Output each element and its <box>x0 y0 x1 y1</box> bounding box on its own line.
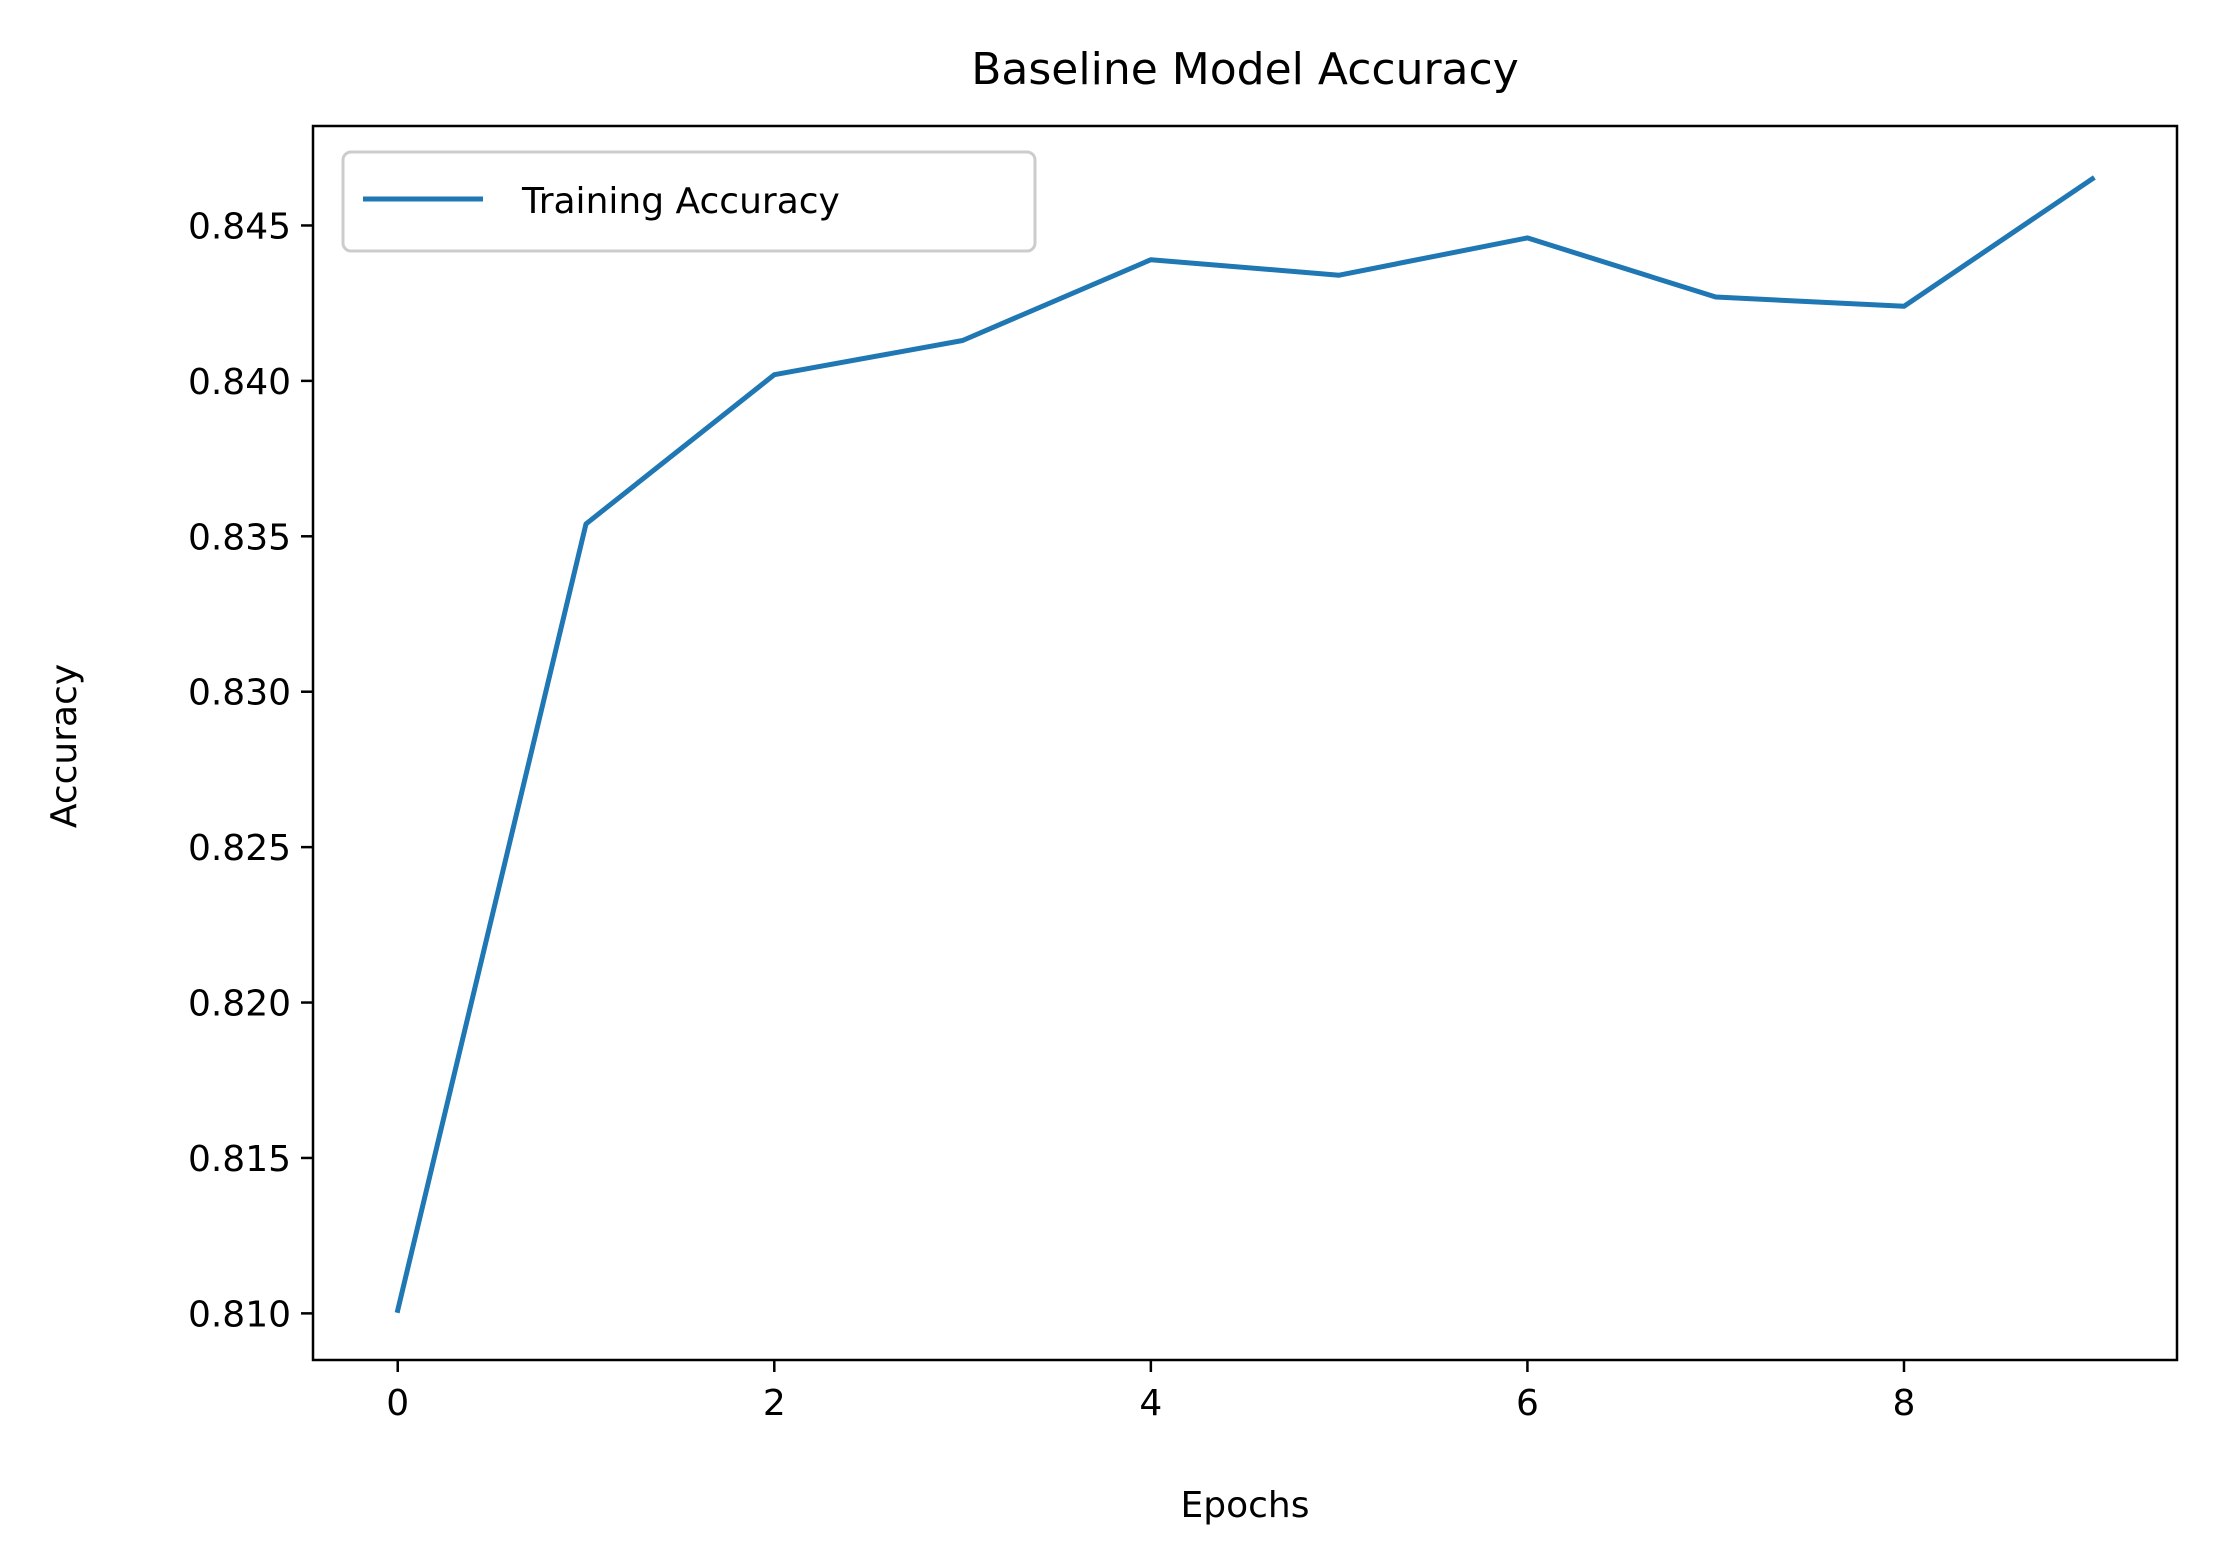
x-tick-label: 0 <box>386 1383 409 1424</box>
y-tick-label: 0.825 <box>188 828 291 869</box>
y-tick-label: 0.845 <box>188 206 291 247</box>
x-tick-label: 4 <box>1139 1383 1162 1424</box>
y-tick-label: 0.835 <box>188 517 291 558</box>
y-tick-label: 0.830 <box>188 673 291 714</box>
x-axis-label: Epochs <box>1181 1485 1310 1526</box>
x-tick-label: 8 <box>1893 1383 1916 1424</box>
x-tick-label: 6 <box>1516 1383 1539 1424</box>
plot-area: 0 2 4 6 8 0.810 0.815 0.820 0.825 0.830 0.835 0.840… <box>188 124 2179 1424</box>
series-line-0 <box>394 175 2096 1314</box>
y-tick-label: 0.810 <box>188 1294 291 1335</box>
y-tick-label: 0.820 <box>188 984 291 1025</box>
chart-title: Baseline Model Accuracy <box>971 44 1519 95</box>
y-axis-label: Accuracy <box>44 664 85 828</box>
y-tick-label: 0.815 <box>188 1139 291 1180</box>
legend-label: Training Accuracy <box>521 181 840 222</box>
legend-box <box>341 150 1037 253</box>
x-tick-label: 2 <box>763 1383 786 1424</box>
axes-frame <box>311 124 2179 1362</box>
y-tick-label: 0.840 <box>188 362 291 403</box>
legend: Training Accuracy <box>341 150 1037 253</box>
